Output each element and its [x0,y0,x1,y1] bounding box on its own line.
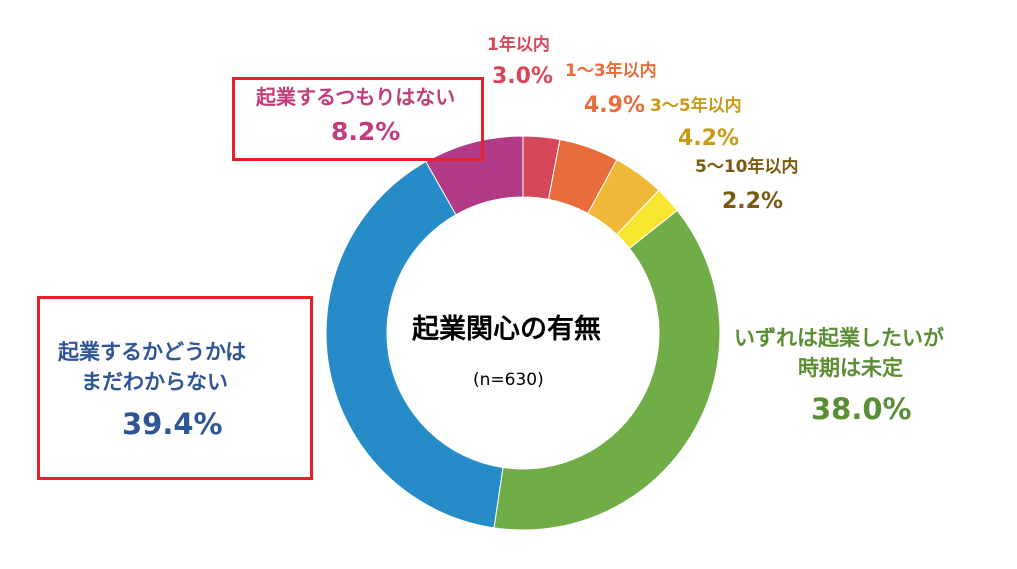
value-1-3yr: 4.9% [584,93,646,118]
slice-no-intent [425,135,524,216]
value-3-5yr: 4.2% [678,126,740,151]
chart-title: 起業関心の有無 [412,314,601,345]
highlight-box-undecided [37,296,313,480]
label-undecided-line1: 起業するかどうかは [58,340,247,364]
label-undecided-line2: まだわからない [81,370,228,394]
label-someday-line2: 時期は未定 [798,356,903,380]
label-no-intent: 起業するつもりはない [256,85,456,109]
label-5-10yr: 5〜10年以内 [695,157,799,177]
value-no-intent: 8.2% [331,117,401,146]
value-within-1yr: 3.0% [492,64,554,89]
slice-undecided [325,160,504,529]
value-someday: 38.0% [811,392,912,426]
label-someday-line1: いずれは起業したいが [734,326,944,350]
label-3-5yr: 3〜5年以内 [650,96,742,116]
slice-someday [493,209,721,531]
chart-subtitle: (n=630) [473,370,544,390]
value-undecided: 39.4% [122,407,223,441]
label-1-3yr: 1〜3年以内 [565,61,657,81]
value-5-10yr: 2.2% [722,189,784,214]
highlight-box-no-intent [232,77,484,161]
label-within-1yr: 1年以内 [487,35,550,55]
